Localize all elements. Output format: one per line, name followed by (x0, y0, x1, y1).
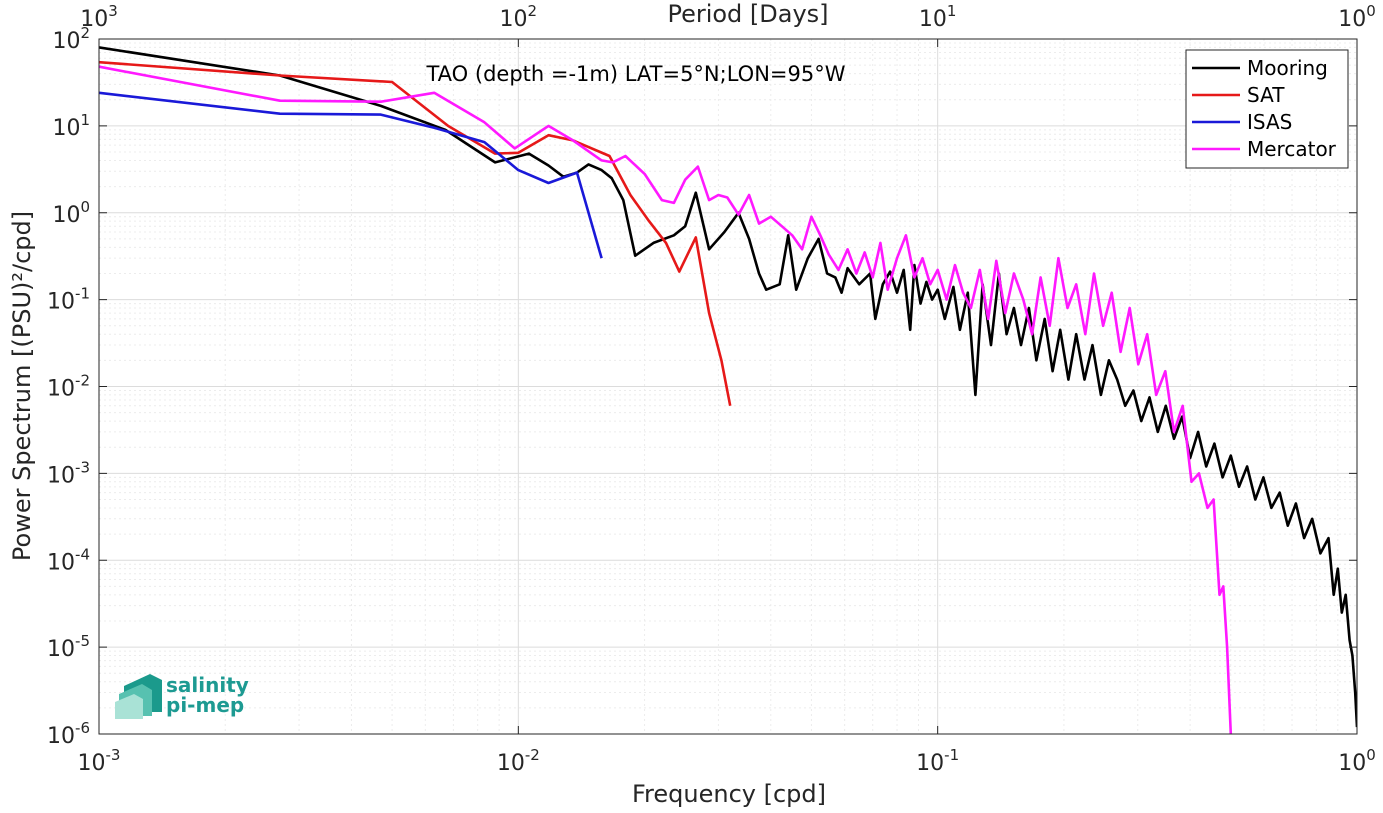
y-tick-label: 10-5 (47, 632, 90, 662)
y-tick-label: 101 (52, 111, 90, 141)
series-line-mercator (99, 65, 1233, 734)
series-line-sat (99, 60, 732, 407)
y-tick-label: 10-2 (47, 372, 90, 402)
y-tick-label: 10-3 (47, 458, 90, 488)
legend: Mooring SAT ISAS Mercator (1185, 49, 1349, 169)
logo-mark-front (115, 694, 143, 719)
x2-tick-label: 100 (1338, 2, 1376, 32)
series-layer (99, 46, 1357, 734)
x-tick-label: 10-2 (497, 746, 540, 776)
y-tick-label: 100 (52, 198, 90, 228)
x2-tick-label: 101 (919, 2, 957, 32)
x2-tick-label: 102 (500, 2, 538, 32)
chart-title: TAO (depth =-1m) LAT=5°N;LON=95°W (425, 62, 845, 86)
x2-tick-label: 103 (80, 2, 118, 32)
y-axis-title: Power Spectrum [(PSU)²/cpd] (8, 211, 36, 561)
x-axis-title: Frequency [cpd] (632, 780, 826, 808)
legend-label-isas: ISAS (1247, 110, 1292, 134)
series-line-isas (99, 91, 603, 259)
x-tick-label: 100 (1338, 746, 1376, 776)
y-tick-label: 10-4 (47, 545, 90, 575)
x2-axis-title: Period [Days] (667, 0, 828, 28)
x-tick-label: 10-3 (78, 746, 121, 776)
legend-label-mooring: Mooring (1247, 56, 1328, 80)
y-tick-label: 10-1 (47, 285, 90, 315)
logo-text-line2: pi-mep (166, 693, 244, 717)
legend-label-sat: SAT (1247, 83, 1285, 107)
y-tick-label: 102 (52, 24, 90, 54)
y-tick-label: 10-6 (47, 719, 90, 749)
salinity-pi-mep-logo: salinity pi-mep (115, 673, 249, 719)
x-tick-label: 10-1 (916, 746, 959, 776)
logo-text-line1: salinity (166, 673, 249, 697)
legend-label-mercator: Mercator (1247, 137, 1337, 161)
